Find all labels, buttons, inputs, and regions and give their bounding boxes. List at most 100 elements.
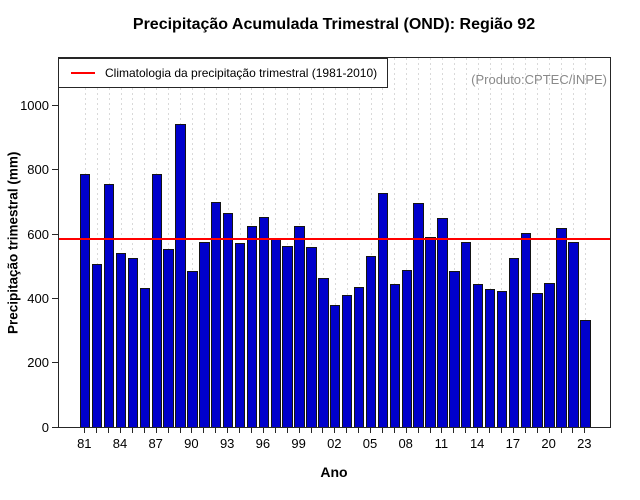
gridline-year-82: [96, 58, 98, 427]
x-tick-01: [322, 428, 324, 433]
x-tick-07: [393, 428, 395, 433]
legend-line-swatch: [71, 72, 95, 74]
x-tick-10: [429, 428, 431, 433]
x-tick-label-99: 99: [291, 436, 306, 451]
x-tick-05: [370, 428, 371, 433]
bar-year-17: [508, 257, 520, 427]
x-tick-93: [227, 428, 229, 433]
bar-year-05: [365, 255, 377, 427]
gridline-year-03: [346, 58, 348, 427]
gridline-year-02: [334, 58, 336, 427]
gridline-year-08: [406, 58, 408, 427]
x-tick-95: [251, 428, 252, 433]
x-tick-label-20: 20: [541, 436, 556, 451]
x-tick-15: [489, 428, 491, 433]
x-tick-06: [381, 428, 383, 433]
gridline-year-07: [394, 58, 396, 427]
x-tick-label-81: 81: [77, 436, 92, 451]
bar-year-81: [80, 173, 91, 427]
x-tick-94: [239, 428, 241, 433]
bar-year-21: [556, 228, 567, 427]
x-tick-16: [501, 428, 502, 433]
x-tick-label-08: 08: [398, 436, 413, 451]
bar-year-22: [568, 242, 579, 427]
x-tick-91: [203, 428, 205, 433]
bar-year-09: [413, 203, 424, 427]
plot-area: [58, 57, 611, 428]
gridline-year-00: [310, 58, 312, 427]
bar-year-96: [258, 216, 270, 427]
bar-year-89: [175, 124, 186, 427]
x-tick-21: [560, 428, 562, 433]
x-tick-label-84: 84: [112, 436, 128, 451]
climatology-line: [59, 237, 610, 240]
chart-title: Precipitação Acumulada Trimestral (OND):…: [132, 16, 536, 33]
bar-year-92: [211, 202, 222, 427]
x-tick-label-11: 11: [434, 436, 449, 451]
x-tick-11: [441, 428, 443, 433]
y-tick-0: [52, 426, 58, 428]
x-tick-00: [310, 428, 312, 433]
bar-year-20: [544, 282, 555, 427]
x-tick-08: [405, 428, 407, 433]
bar-year-93: [222, 213, 234, 427]
x-tick-02: [334, 428, 336, 433]
x-tick-label-05: 05: [362, 436, 378, 451]
bar-year-94: [234, 242, 246, 427]
y-tick-label-800: 800: [27, 162, 49, 178]
bar-year-87: [151, 173, 162, 427]
gridline-year-88: [168, 58, 170, 427]
x-tick-97: [274, 428, 276, 433]
bar-year-07: [389, 283, 401, 427]
bar-year-15: [484, 289, 496, 427]
bar-year-01: [318, 278, 329, 427]
gridline-year-19: [537, 58, 539, 427]
bar-year-82: [92, 263, 103, 427]
gridline-year-12: [453, 58, 455, 427]
x-tick-87: [155, 428, 157, 433]
x-tick-22: [572, 428, 574, 433]
y-tick-label-600: 600: [27, 226, 49, 242]
gridline-year-01: [322, 58, 324, 427]
bar-year-19: [532, 292, 543, 427]
gridline-year-20: [549, 58, 551, 427]
x-tick-96: [262, 428, 264, 433]
x-tick-20: [548, 428, 550, 433]
x-tick-label-90: 90: [184, 436, 199, 451]
x-tick-83: [108, 428, 110, 433]
bar-year-23: [580, 319, 591, 427]
bar-year-91: [199, 242, 210, 427]
y-tick-1000: [52, 104, 58, 106]
y-tick-600: [52, 233, 58, 235]
bar-year-11: [437, 217, 448, 427]
bar-year-83: [103, 183, 115, 427]
producer-watermark: (Produto:CPTEC/INPE): [471, 72, 607, 87]
gridline-year-85: [132, 58, 134, 427]
gridline-year-04: [358, 58, 360, 427]
x-tick-12: [453, 428, 455, 433]
x-tick-90: [191, 428, 193, 433]
y-tick-label-200: 200: [27, 355, 49, 371]
x-tick-19: [536, 428, 538, 433]
bar-year-10: [425, 236, 436, 427]
x-tick-85: [131, 428, 133, 433]
x-tick-92: [215, 428, 217, 433]
bar-year-16: [496, 290, 508, 427]
x-tick-82: [96, 428, 98, 433]
bar-year-14: [472, 283, 484, 427]
x-tick-98: [286, 428, 288, 433]
x-tick-03: [346, 428, 348, 433]
bar-year-84: [115, 253, 127, 427]
y-tick-200: [52, 362, 58, 364]
x-tick-81: [84, 428, 86, 433]
bar-year-85: [127, 257, 139, 427]
bar-year-99: [294, 225, 305, 427]
bar-year-97: [270, 237, 281, 427]
bar-year-95: [246, 225, 258, 427]
bar-year-00: [306, 246, 317, 427]
legend-box: Climatologia da precipitação trimestral …: [58, 58, 388, 88]
x-tick-89: [179, 428, 181, 433]
x-tick-label-02: 02: [327, 436, 342, 451]
gridline-year-15: [489, 58, 491, 427]
